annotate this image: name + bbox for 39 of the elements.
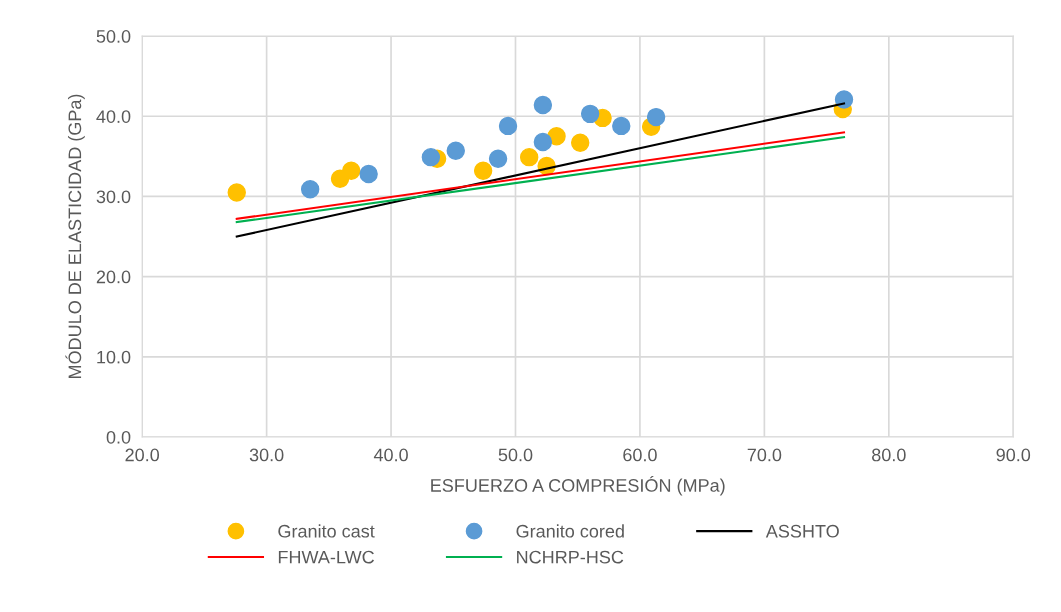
point — [488, 149, 508, 168]
legend-label: Granito cast — [278, 524, 375, 538]
point — [359, 164, 378, 184]
legend-label: ASSHTO — [765, 524, 839, 538]
point — [473, 161, 493, 180]
x-tick-label: 80.0 — [872, 448, 906, 462]
x-tick-label: 70.0 — [747, 448, 782, 462]
legend-label: NCHRP-HSC — [517, 550, 624, 564]
x-tick-label: 60.0 — [623, 448, 657, 462]
y-tick-label: 40.0 — [96, 110, 131, 123]
y-axis-title: MÓDULO DE ELASTICIDAD (GPa) — [65, 94, 85, 379]
legend-label: FHWA-LWC — [278, 550, 375, 564]
x-tick-label: 30.0 — [249, 448, 284, 462]
y-tick-label: 0.0 — [106, 430, 131, 444]
y-tick-label: 20.0 — [96, 270, 131, 284]
x-axis-title: ESFUERZO A COMPRESIÓN (MPa) — [431, 476, 725, 496]
point — [421, 147, 441, 167]
y-tick-label: 50.0 — [96, 30, 131, 43]
point — [612, 116, 631, 136]
x-tick-label: 90.0 — [996, 448, 1031, 462]
point — [646, 107, 666, 127]
point — [300, 180, 320, 199]
point — [498, 116, 518, 136]
point — [519, 147, 539, 167]
point — [342, 161, 361, 180]
point — [446, 141, 465, 160]
point — [547, 127, 566, 146]
legend-label: Granito cored — [516, 524, 624, 538]
x-tick-label: 40.0 — [373, 448, 408, 462]
y-tick-label: 10.0 — [97, 350, 131, 364]
point — [533, 95, 553, 115]
x-tick-label: 20.0 — [125, 448, 160, 462]
point — [571, 133, 590, 152]
point — [834, 90, 854, 109]
point — [533, 132, 553, 152]
point — [580, 104, 600, 124]
x-tick-label: 50.0 — [498, 448, 533, 462]
point — [227, 183, 246, 202]
y-tick-label: 30.0 — [96, 190, 131, 204]
